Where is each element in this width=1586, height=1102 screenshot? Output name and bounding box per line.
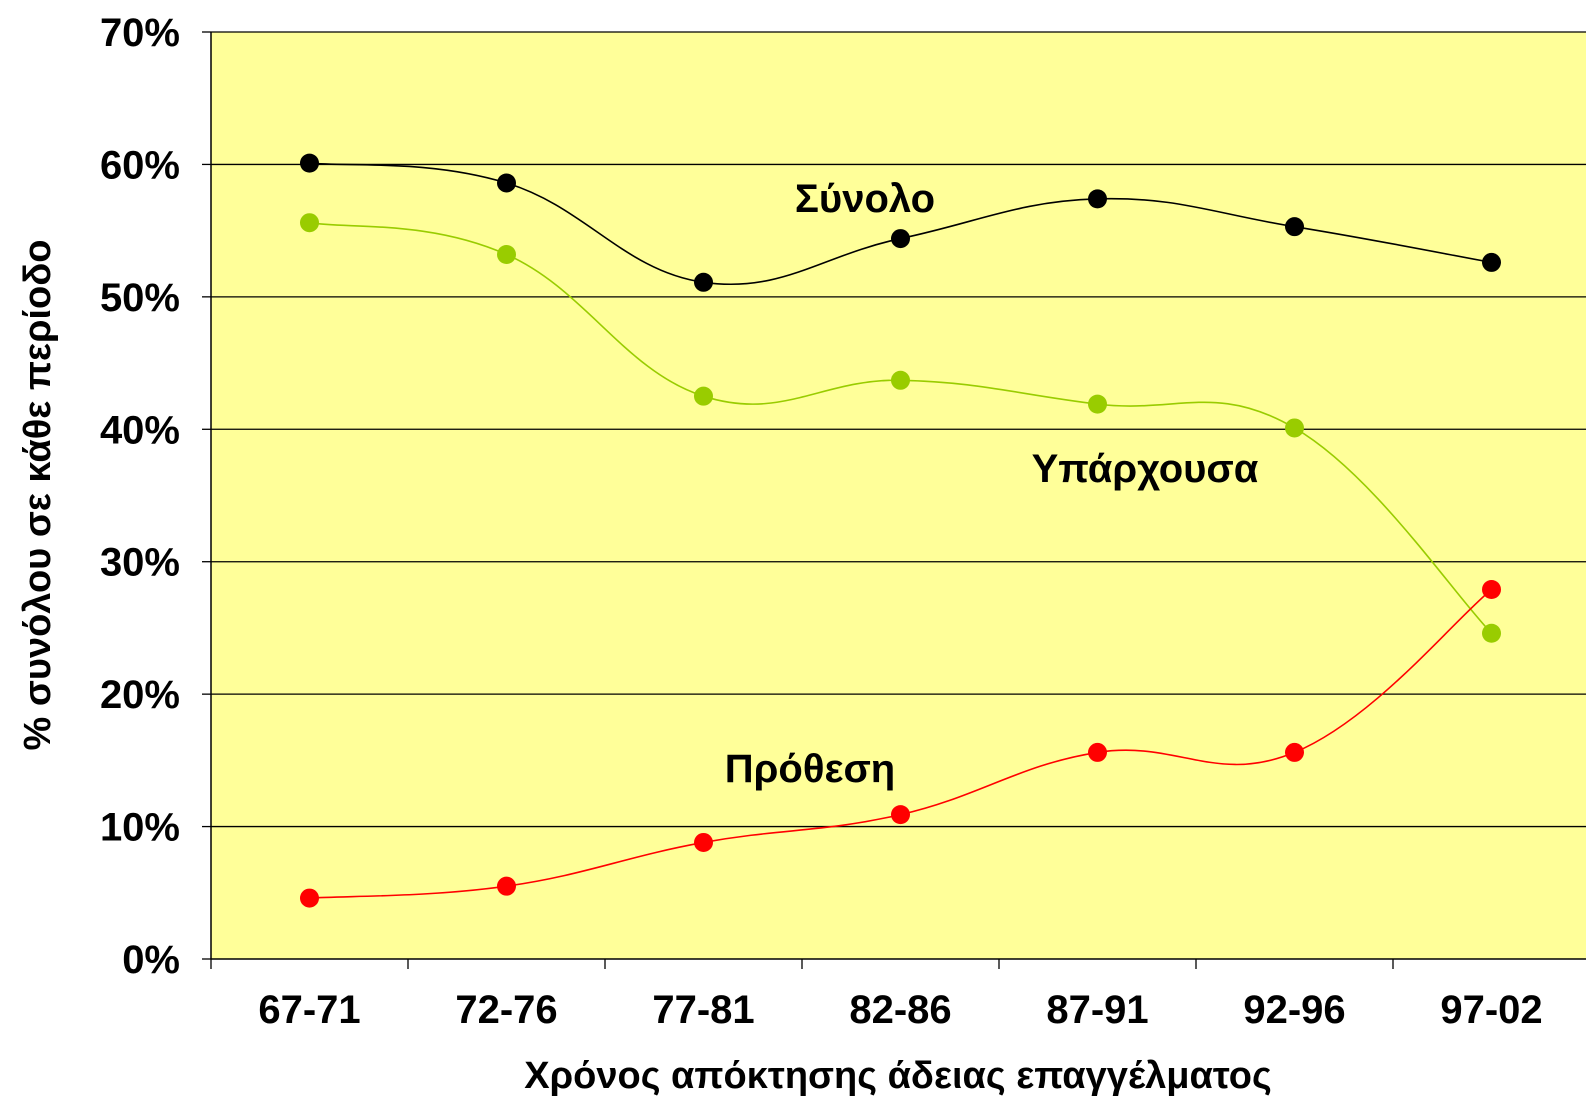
axes [202,31,1586,969]
data-point [694,832,713,852]
y-tick-label: 30% [100,541,180,585]
y-tick-label: 50% [100,276,180,320]
data-point [1285,742,1304,762]
x-tick-label: 92-96 [1243,988,1345,1032]
data-point [1482,580,1501,600]
data-point [1482,252,1501,272]
series-group [300,153,1501,908]
data-point [694,272,713,292]
y-tick-label: 0% [122,938,180,982]
data-point [1285,418,1304,438]
x-tick-label: 97-02 [1440,988,1542,1032]
data-point [497,244,516,264]
x-axis-title: Χρόνος απόκτησης άδειας επαγγέλματος [524,1055,1271,1097]
x-tick-label: 82-86 [849,988,951,1032]
data-point [497,173,516,193]
x-tick-label: 72-76 [455,988,557,1032]
data-point [694,386,713,406]
data-point [1088,742,1107,762]
y-tick-label: 70% [100,11,180,55]
x-tick-labels: 67-71 72-76 77-81 82-86 87-91 92-96 97-02 [258,988,1542,1032]
data-point [1088,394,1107,414]
data-point [300,213,319,233]
x-tick-label: 87-91 [1046,988,1148,1032]
x-tick-label: 77-81 [652,988,754,1032]
gridlines [211,31,1586,828]
series-label: Σύνολο [795,177,935,221]
data-point [891,229,910,249]
data-point [1482,623,1501,643]
data-point [891,805,910,825]
plot-area [211,32,1586,959]
data-point [1088,189,1107,209]
data-point [1285,217,1304,237]
series-label: Υπάρχουσα [1032,447,1259,491]
x-tick-label: 67-71 [258,988,360,1032]
y-tick-labels: 0% 10% 20% 30% 40% 50% 60% 70% [100,11,180,982]
data-point [300,888,319,908]
y-tick-label: 60% [100,143,180,187]
data-point [300,153,319,173]
data-point [891,370,910,390]
y-tick-label: 20% [100,673,180,717]
y-tick-label: 40% [100,408,180,452]
data-point [497,876,516,896]
y-tick-label: 10% [100,806,180,850]
series-label: Πρόθεση [725,747,895,791]
y-axis-title: % συνόλου σε κάθε περίοδο [17,239,59,750]
series-labels: Σύνολο Υπάρχουσα Πρόθεση [725,177,1259,791]
